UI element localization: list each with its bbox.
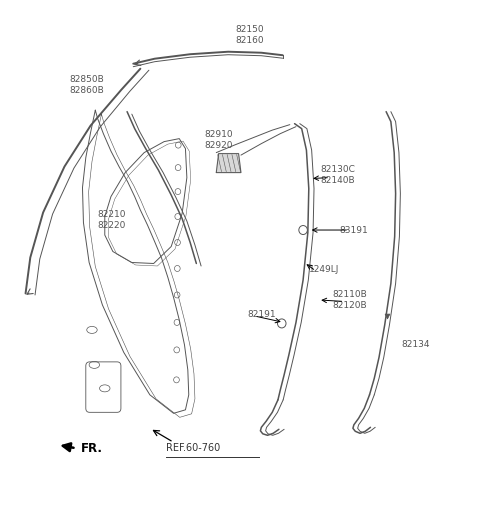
Text: 82110B
82120B: 82110B 82120B xyxy=(333,290,367,310)
Text: 82134: 82134 xyxy=(401,340,430,349)
Text: FR.: FR. xyxy=(81,442,103,455)
Text: 82150
82160: 82150 82160 xyxy=(235,25,264,45)
Text: 1249LJ: 1249LJ xyxy=(309,266,339,275)
Text: 82210
82220: 82210 82220 xyxy=(97,210,126,230)
Polygon shape xyxy=(216,154,241,173)
Text: 82850B
82860B: 82850B 82860B xyxy=(69,75,104,95)
Text: REF.60-760: REF.60-760 xyxy=(167,443,221,453)
Text: 82130C
82140B: 82130C 82140B xyxy=(321,165,356,185)
Text: 82910
82920: 82910 82920 xyxy=(204,130,233,150)
Text: 83191: 83191 xyxy=(340,226,368,234)
Text: 82191: 82191 xyxy=(247,311,276,320)
